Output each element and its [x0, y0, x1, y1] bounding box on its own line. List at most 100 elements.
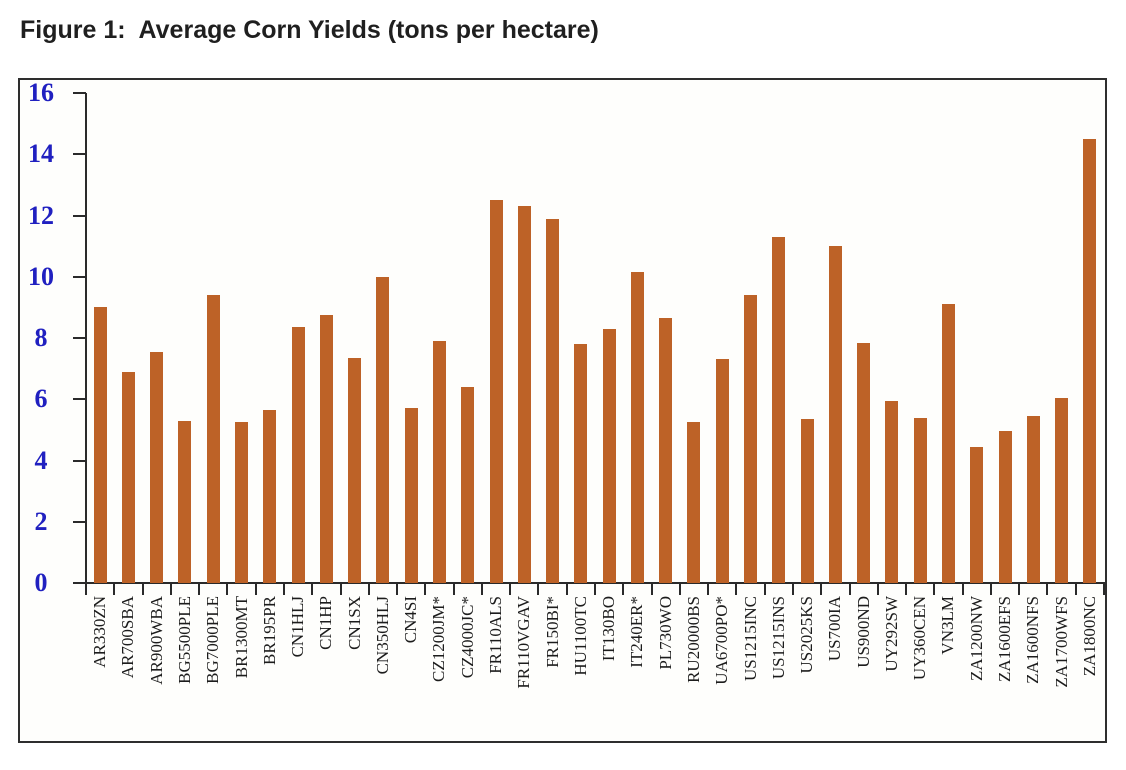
x-tick-label: IT130BO	[599, 596, 619, 662]
x-tick-label: HU1100TC	[570, 596, 590, 676]
bar	[376, 276, 390, 583]
x-tick-label: US2025KS	[797, 596, 817, 674]
y-axis-tick	[73, 337, 86, 339]
x-tick-label: FR110VGAV	[514, 596, 534, 689]
x-axis-tick	[1018, 584, 1021, 595]
y-tick-label: 0	[34, 568, 48, 597]
plot-area: 0 2 4 6 8 10 12 14 16 AR330ZN AR700SBA AR900WBA BG55…	[20, 78, 1105, 741]
x-axis-tick	[226, 584, 229, 595]
x-axis-tick	[509, 584, 512, 595]
x-axis-tick	[367, 584, 370, 595]
x-axis-tick	[480, 584, 483, 595]
y-tick-label: 16	[28, 78, 54, 107]
x-tick-label: CZ1200JM*	[429, 596, 449, 682]
x-axis-tick	[848, 584, 851, 595]
bar	[150, 351, 164, 583]
bar	[913, 417, 927, 583]
bar	[235, 422, 249, 583]
bar	[1083, 138, 1097, 583]
x-tick-label: US900ND	[853, 596, 873, 668]
bar	[800, 419, 814, 583]
bar	[630, 272, 644, 583]
y-tick-label: 8	[34, 323, 48, 352]
bar	[461, 387, 475, 583]
x-tick-label: ZA1200NW	[966, 596, 986, 681]
y-axis-tick	[73, 398, 86, 401]
bar	[574, 344, 588, 583]
x-axis-tick	[1074, 584, 1077, 595]
bar	[348, 357, 362, 583]
x-axis-tick	[678, 584, 681, 595]
bar	[1026, 416, 1040, 583]
x-axis-tick	[735, 584, 738, 595]
x-tick-label: VN3LM	[938, 596, 958, 655]
bar	[319, 315, 333, 583]
y-axis-tick	[73, 275, 86, 278]
bar	[206, 295, 220, 583]
x-tick-label: AR330ZN	[90, 596, 110, 668]
y-tick-label: 4	[34, 445, 48, 475]
x-tick-label: CN1HP	[316, 596, 336, 650]
bar	[1055, 397, 1069, 583]
x-tick-label: RU20000BS	[683, 596, 703, 683]
bar	[517, 206, 531, 583]
x-tick-label: CN350HLJ	[372, 596, 392, 675]
x-tick-label: AR700SBA	[118, 596, 138, 679]
x-tick-label: ZA1800NC	[1079, 596, 1099, 677]
x-tick-label: IT240ER*	[627, 596, 647, 668]
x-tick-label: FR110ALS	[486, 596, 506, 674]
x-axis-tick	[820, 584, 823, 595]
chart-frame: 0 2 4 6 8 10 12 14 16 AR330ZN AR700SBA AR900WBA BG55…	[18, 78, 1107, 743]
x-axis-tick	[707, 584, 710, 595]
figure-title: Figure 1: Average Corn Yields (tons per …	[20, 16, 599, 44]
bar	[291, 327, 305, 583]
bar	[687, 422, 701, 583]
x-axis-tick	[85, 584, 87, 595]
y-axis-tick	[73, 153, 86, 156]
x-tick-label: UY292SW	[881, 596, 901, 672]
bar	[404, 408, 418, 583]
bar	[941, 304, 955, 583]
y-axis-tick	[73, 520, 86, 523]
x-tick-label: AR900WBA	[146, 596, 166, 685]
bar	[602, 328, 616, 583]
bar	[744, 295, 758, 583]
x-axis-tick	[537, 584, 540, 595]
y-axis-tick	[73, 92, 86, 94]
x-tick-label: CN1SX	[344, 596, 364, 650]
bar	[546, 218, 560, 583]
y-tick-label: 6	[34, 384, 48, 414]
x-tick-label: BR195PR	[259, 596, 279, 665]
bar	[121, 371, 135, 583]
x-tick-label: BG7000PLE	[203, 596, 223, 684]
x-axis-tick	[763, 584, 766, 595]
x-tick-label: ZA1600EFS	[995, 596, 1015, 682]
y-axis-tick	[73, 459, 86, 462]
x-axis-tick	[961, 584, 964, 595]
x-axis-tick	[791, 584, 794, 595]
bar	[659, 318, 673, 583]
y-tick-label: 12	[28, 200, 54, 230]
y-tick-label: 10	[28, 261, 54, 291]
x-axis-tick	[396, 584, 399, 595]
x-tick-label: UY360CEN	[910, 596, 930, 681]
x-tick-label: US1215INC	[740, 596, 760, 682]
x-axis-tick	[650, 584, 653, 595]
x-axis-tick	[933, 584, 936, 595]
x-tick-label: PL730WO	[655, 596, 675, 670]
x-axis-tick	[1046, 584, 1049, 595]
bar	[885, 400, 899, 583]
x-axis-tick	[989, 584, 992, 595]
x-axis-tick	[113, 584, 116, 595]
x-tick-label: ZA1600NFS	[1023, 596, 1043, 684]
x-tick-label: BR1300MT	[231, 596, 251, 679]
x-axis-tick	[424, 584, 427, 595]
x-axis-tick	[198, 584, 201, 595]
x-tick-label: BG5500PLE	[174, 596, 194, 684]
bar	[489, 200, 503, 583]
bar	[970, 446, 984, 583]
x-axis-tick	[452, 584, 455, 595]
y-axis-tick	[73, 582, 86, 584]
x-axis-tick	[565, 584, 568, 595]
